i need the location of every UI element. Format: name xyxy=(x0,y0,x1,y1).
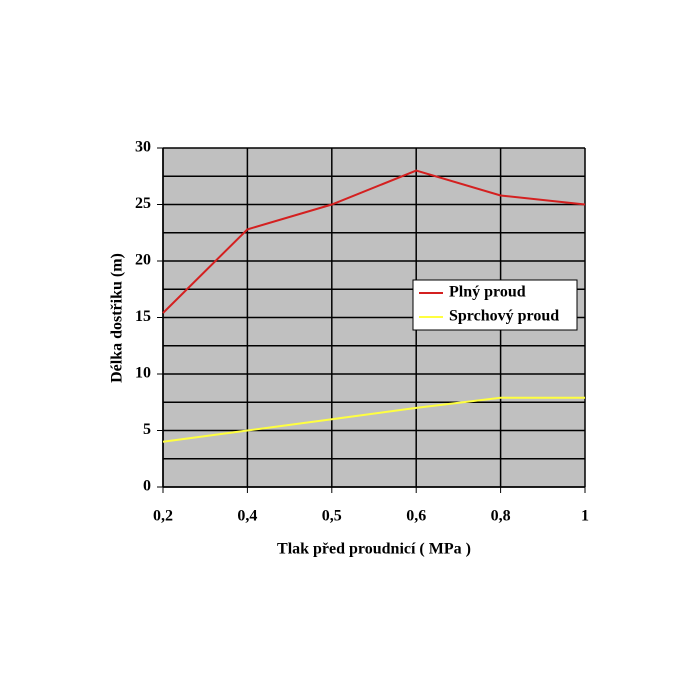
x-tick-label: 1 xyxy=(581,508,589,525)
x-tick-label: 0,4 xyxy=(237,508,257,525)
y-tick-label: 0 xyxy=(143,478,151,495)
x-tick-label: 0,6 xyxy=(406,508,426,525)
y-tick-label: 25 xyxy=(135,195,151,212)
x-tick-label: 0,2 xyxy=(153,508,173,525)
y-tick-label: 15 xyxy=(135,308,151,325)
x-tick-label: 0,5 xyxy=(322,508,342,525)
y-tick-label: 5 xyxy=(143,421,151,438)
series-line xyxy=(162,396,585,443)
legend-label: Sprchový proud xyxy=(449,308,559,325)
x-axis-label: Tlak před proudnicí ( MPa ) xyxy=(277,541,471,558)
y-tick-label: 30 xyxy=(135,139,151,156)
y-axis-label: Délka dostřiku (m) xyxy=(109,253,126,383)
y-tick-label: 10 xyxy=(135,365,151,382)
series-line xyxy=(162,169,586,314)
legend-box xyxy=(412,279,578,331)
x-tick-label: 0,8 xyxy=(491,508,511,525)
y-tick-label: 20 xyxy=(135,252,151,269)
legend-label: Plný proud xyxy=(449,284,526,301)
